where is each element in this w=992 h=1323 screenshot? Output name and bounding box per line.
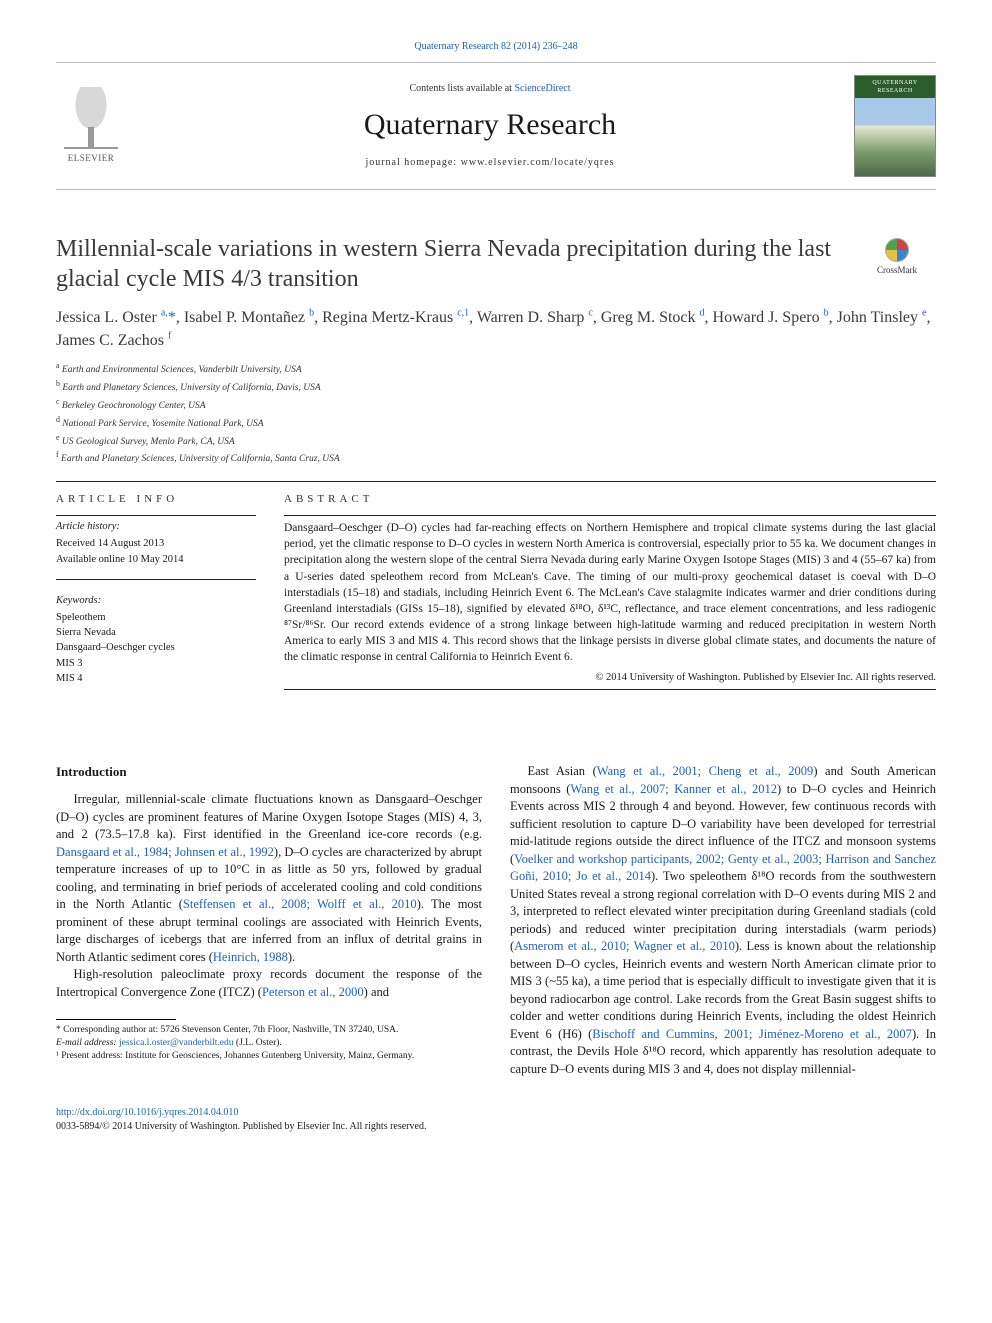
email-line: E-mail address: jessica.l.oster@vanderbi…	[56, 1037, 482, 1050]
footnote-rule	[56, 1019, 176, 1020]
received-date: Received 14 August 2013	[56, 536, 256, 551]
crossmark-icon	[885, 238, 909, 262]
doi-block: http://dx.doi.org/10.1016/j.yqres.2014.0…	[56, 1106, 936, 1134]
homepage-pre: journal homepage:	[365, 157, 460, 168]
contents-pre: Contents lists available at	[409, 83, 514, 94]
crossmark-label: CrossMark	[877, 265, 917, 275]
email-link[interactable]: jessica.l.oster@vanderbilt.edu	[119, 1038, 234, 1048]
present-address-note: ¹ Present address: Institute for Geoscie…	[56, 1050, 482, 1063]
rule	[56, 515, 256, 516]
body-columns: Introduction Irregular, millennial-scale…	[56, 763, 936, 1078]
article-info: ARTICLE INFO Article history: Received 1…	[56, 492, 256, 694]
rule	[284, 689, 936, 690]
issn-copyright: 0033-5894/© 2014 University of Washingto…	[56, 1121, 426, 1132]
abstract-head: ABSTRACT	[284, 492, 936, 507]
rule	[56, 481, 936, 482]
keywords-head: Keywords:	[56, 594, 256, 608]
elsevier-tree-icon	[64, 87, 118, 149]
rule	[284, 515, 936, 516]
article-title: Millennial-scale variations in western S…	[56, 234, 858, 294]
intro-heading: Introduction	[56, 763, 482, 781]
corresponding-author: * Corresponding author at: 5726 Stevenso…	[56, 1024, 482, 1037]
body-paragraph: Irregular, millennial-scale climate fluc…	[56, 791, 482, 966]
journal-name: Quaternary Research	[126, 105, 854, 146]
publisher-word: ELSEVIER	[68, 152, 115, 164]
crossmark-badge[interactable]: CrossMark	[858, 238, 936, 276]
publisher-logo: ELSEVIER	[56, 87, 126, 164]
article-info-head: ARTICLE INFO	[56, 492, 256, 507]
cover-image	[855, 98, 935, 176]
author-list: Jessica L. Oster a,*, Isabel P. Montañez…	[56, 306, 936, 352]
journal-homepage: journal homepage: www.elsevier.com/locat…	[126, 156, 854, 170]
available-date: Available online 10 May 2014	[56, 552, 256, 567]
email-pre: E-mail address:	[56, 1038, 119, 1048]
body-paragraph: High-resolution paleoclimate proxy recor…	[56, 966, 482, 1001]
abstract-copyright: © 2014 University of Washington. Publish…	[284, 671, 936, 685]
body-paragraph: East Asian (Wang et al., 2001; Cheng et …	[510, 763, 936, 1078]
contents-line: Contents lists available at ScienceDirec…	[126, 82, 854, 96]
affiliations: a Earth and Environmental Sciences, Vand…	[56, 360, 936, 468]
doi-link[interactable]: http://dx.doi.org/10.1016/j.yqres.2014.0…	[56, 1107, 238, 1118]
email-post: (J.L. Oster).	[234, 1038, 282, 1048]
abstract: ABSTRACT Dansgaard–Oeschger (D–O) cycles…	[284, 492, 936, 694]
top-citation: Quaternary Research 82 (2014) 236–248	[56, 40, 936, 54]
journal-cover-thumb: QUATERNARY RESEARCH	[854, 75, 936, 177]
rule	[56, 579, 256, 580]
masthead: ELSEVIER Contents lists available at Sci…	[56, 62, 936, 190]
abstract-text: Dansgaard–Oeschger (D–O) cycles had far-…	[284, 520, 936, 665]
homepage-url[interactable]: www.elsevier.com/locate/yqres	[461, 157, 615, 168]
sciencedirect-link[interactable]: ScienceDirect	[514, 83, 570, 94]
history-head: Article history:	[56, 520, 256, 534]
keywords-list: SpeleothemSierra NevadaDansgaard–Oeschge…	[56, 610, 256, 686]
footnotes: * Corresponding author at: 5726 Stevenso…	[56, 1024, 482, 1062]
